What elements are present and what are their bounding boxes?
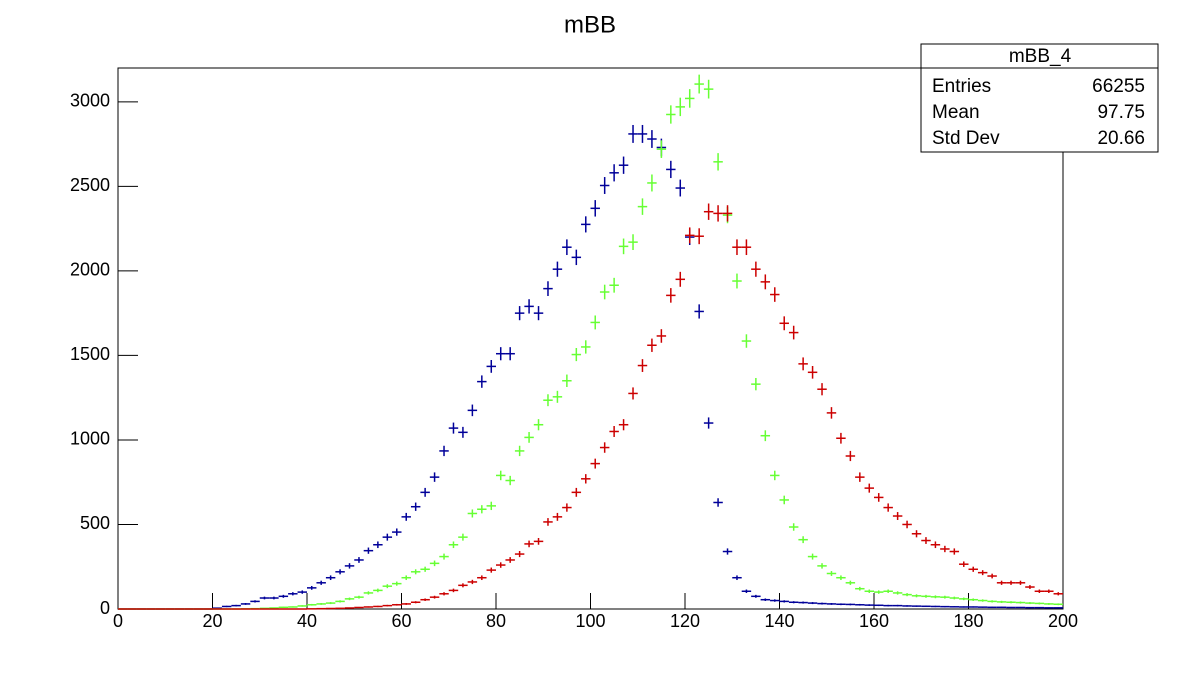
y-tick-label: 0: [100, 598, 110, 618]
stats-value: 20.66: [1097, 128, 1145, 149]
x-tick-label: 80: [486, 611, 506, 631]
stats-value: 97.75: [1097, 102, 1145, 123]
stats-box: mBB_4 Entries 66255 Mean 97.75 Std Dev 2…: [920, 43, 1159, 153]
series: [118, 74, 1063, 610]
plot-layer: 0 500 1000 1500 2000 2500 3000 0 20 40 60 80 100 120 1…: [70, 74, 1078, 631]
stats-label: Std Dev: [932, 128, 1000, 149]
chart-title: mBB: [564, 11, 616, 38]
y-tick-label: 1000: [70, 429, 110, 449]
x-tick-label: 120: [670, 611, 700, 631]
series: [118, 203, 1063, 610]
x-tick-label: 60: [391, 611, 411, 631]
y-tick-label: 2500: [70, 175, 110, 195]
stats-frame: [920, 43, 1159, 153]
y-tick-label: 3000: [70, 91, 110, 111]
stats-label: Entries: [932, 76, 991, 97]
x-tick-label: 20: [202, 611, 222, 631]
y-tick-label: 2000: [70, 260, 110, 280]
x-tick-label: 40: [297, 611, 317, 631]
series: [118, 124, 1063, 610]
stats-value: 66255: [1092, 76, 1145, 97]
x-tick-label: 100: [575, 611, 605, 631]
y-tick-label: 500: [80, 513, 110, 533]
y-tick-label: 1500: [70, 344, 110, 364]
stats-title: mBB_4: [1009, 46, 1072, 67]
x-tick-label: 140: [764, 611, 794, 631]
x-tick-label: 180: [953, 611, 983, 631]
x-tick-label: 200: [1048, 611, 1078, 631]
stats-label: Mean: [932, 102, 980, 123]
x-tick-label: 160: [859, 611, 889, 631]
x-tick-label: 0: [113, 611, 123, 631]
